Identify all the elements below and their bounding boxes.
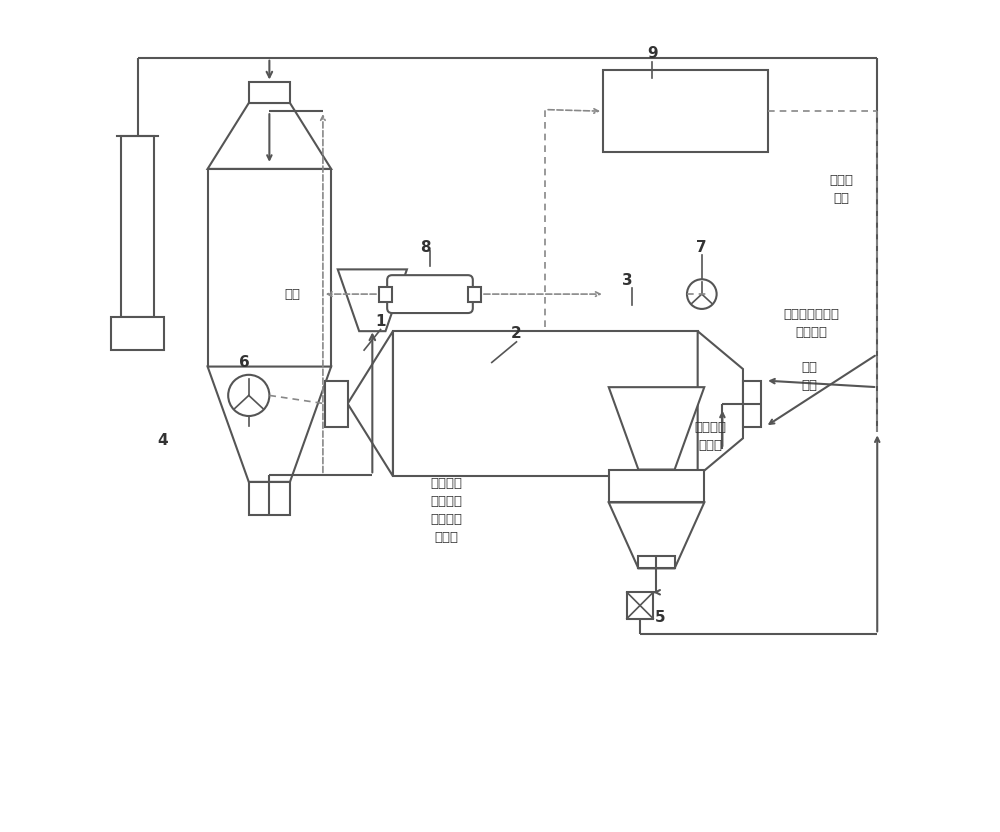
FancyBboxPatch shape xyxy=(249,482,290,515)
Polygon shape xyxy=(208,103,331,169)
FancyBboxPatch shape xyxy=(603,70,768,152)
FancyBboxPatch shape xyxy=(111,317,164,350)
Polygon shape xyxy=(208,367,331,482)
FancyBboxPatch shape xyxy=(379,287,392,301)
Polygon shape xyxy=(348,331,393,476)
Text: 1: 1 xyxy=(375,314,386,329)
Text: 排放: 排放 xyxy=(284,288,300,300)
Text: 解吸气回
收利用: 解吸气回 收利用 xyxy=(694,421,726,452)
Text: 8: 8 xyxy=(421,240,431,255)
Text: 2: 2 xyxy=(511,326,522,341)
FancyBboxPatch shape xyxy=(743,380,761,427)
Text: 5: 5 xyxy=(655,611,666,626)
Polygon shape xyxy=(609,503,704,568)
FancyBboxPatch shape xyxy=(638,556,675,568)
FancyBboxPatch shape xyxy=(393,331,698,476)
FancyBboxPatch shape xyxy=(121,136,154,317)
Polygon shape xyxy=(609,387,704,469)
Text: 4: 4 xyxy=(157,433,168,448)
Text: 惰性
气体: 惰性 气体 xyxy=(801,361,817,392)
Text: 3: 3 xyxy=(622,273,633,288)
FancyBboxPatch shape xyxy=(387,275,473,313)
Text: 7: 7 xyxy=(696,240,707,255)
FancyBboxPatch shape xyxy=(325,380,348,427)
Text: 加热介质
为空气时
可以作为
补充气: 加热介质 为空气时 可以作为 补充气 xyxy=(430,478,462,544)
Text: 9: 9 xyxy=(647,46,658,61)
Polygon shape xyxy=(338,270,407,331)
FancyBboxPatch shape xyxy=(208,169,331,367)
FancyBboxPatch shape xyxy=(609,469,704,503)
FancyBboxPatch shape xyxy=(627,592,653,619)
FancyBboxPatch shape xyxy=(249,82,290,103)
Text: 新鲜活
性焦: 新鲜活 性焦 xyxy=(830,174,854,205)
Text: 6: 6 xyxy=(239,355,250,370)
Text: 加热介质（空气
或氮气）: 加热介质（空气 或氮气） xyxy=(783,308,839,339)
FancyBboxPatch shape xyxy=(468,287,481,301)
Polygon shape xyxy=(698,331,743,476)
